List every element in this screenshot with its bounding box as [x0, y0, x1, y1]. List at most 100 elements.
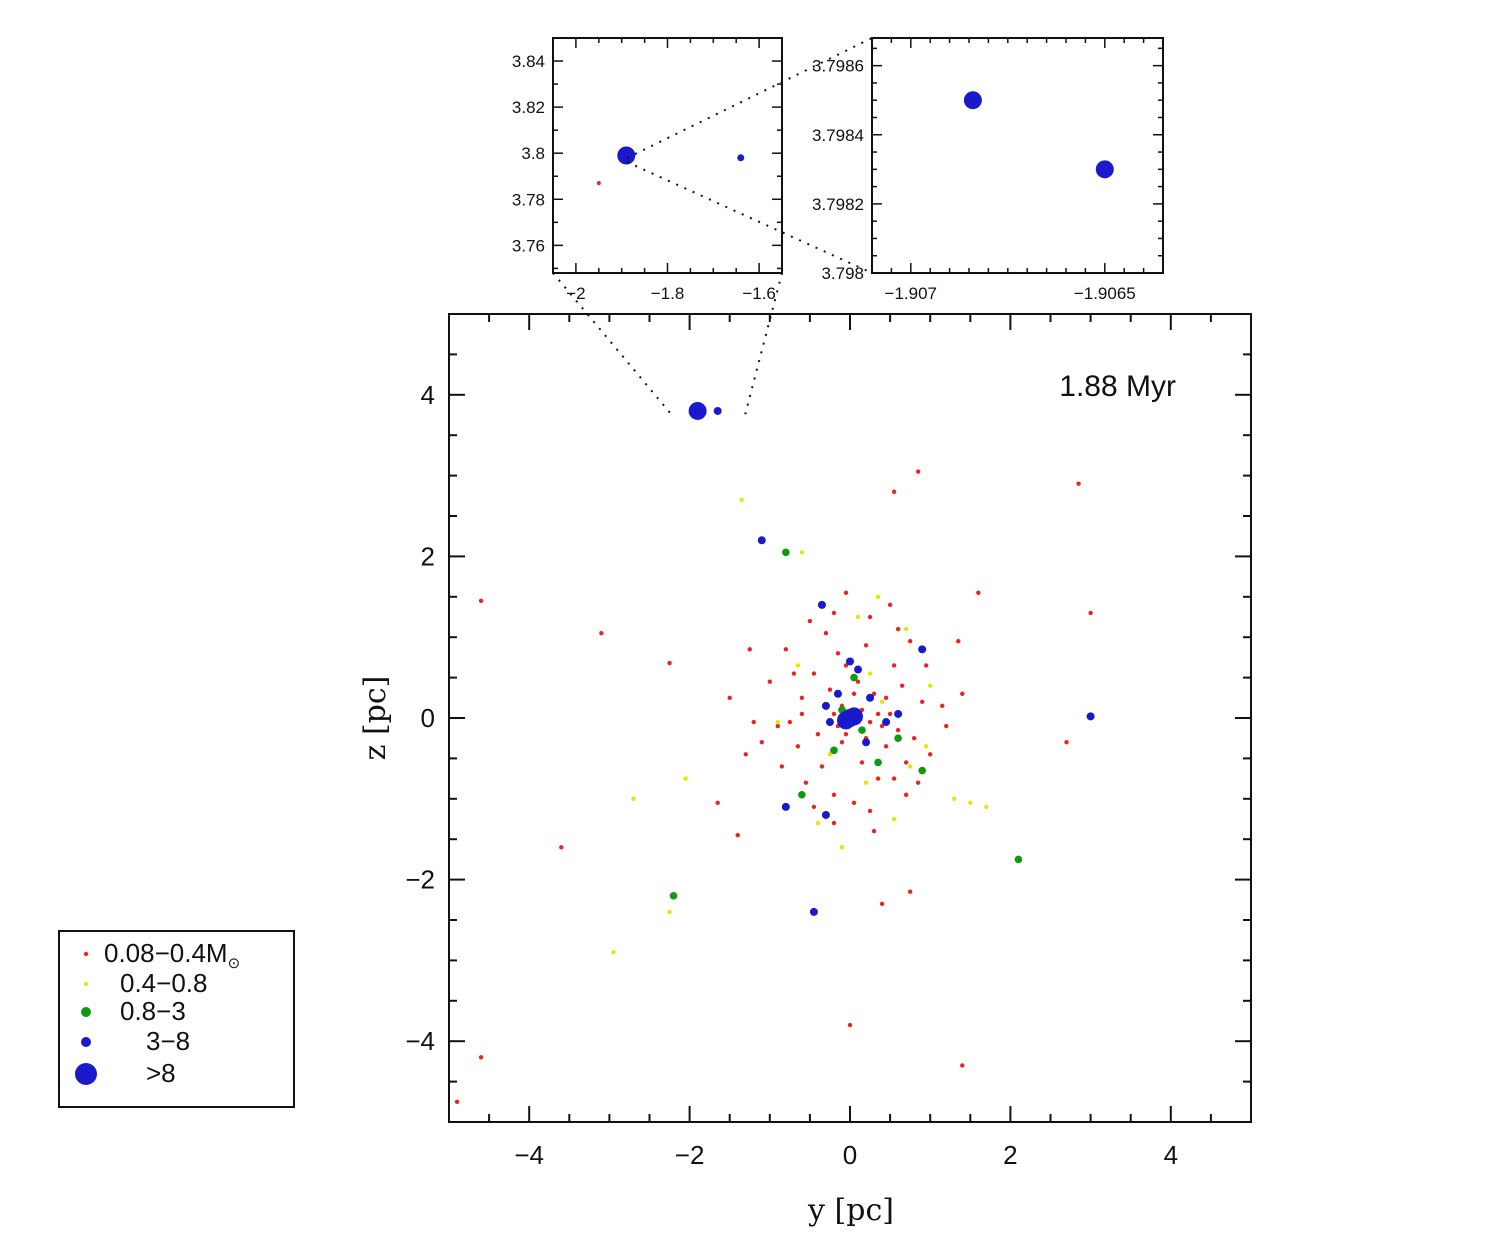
data-point [891, 816, 897, 822]
data-point [887, 711, 893, 717]
data-point [1095, 160, 1114, 179]
data-point [918, 645, 927, 654]
data-point [799, 550, 805, 555]
data-point [559, 845, 564, 850]
y-axis-title: z [pc] [358, 676, 393, 761]
data-point [1086, 712, 1095, 721]
data-point [819, 764, 825, 769]
data-point [915, 469, 921, 474]
data-point [833, 689, 842, 698]
data-point [882, 718, 891, 727]
data-point [846, 657, 854, 666]
data-point [799, 711, 805, 717]
data-point [871, 691, 877, 696]
data-point [863, 780, 869, 785]
legend: 0.08−0.4M⊙0.4−0.80.8−33−8>8 [58, 930, 295, 1108]
data-point [815, 731, 821, 737]
data-point [928, 752, 933, 757]
zoom-connectors [552, 37, 873, 420]
data-point [903, 626, 909, 632]
legend-marker [75, 1063, 97, 1085]
legend-item: 3−8 [81, 1026, 190, 1056]
data-point [871, 828, 877, 834]
data-point [1064, 740, 1069, 745]
main-data-points [454, 401, 1095, 1105]
data-point [821, 701, 830, 710]
legend-item: 0.4−0.8 [83, 968, 207, 998]
legend-label: 0.08−0.4M⊙ [104, 938, 240, 972]
data-point [875, 776, 881, 781]
data-point [688, 401, 707, 420]
data-point [596, 181, 601, 186]
data-point [815, 820, 821, 826]
x-axis-title: y [pc] [807, 1193, 894, 1228]
legend-item: 0.08−0.4M⊙ [83, 938, 240, 972]
inset-x-tick-label: −1.6 [742, 284, 776, 303]
data-point [918, 766, 926, 775]
data-point [867, 719, 873, 725]
data-point [919, 699, 925, 705]
x-tick-label: 2 [1003, 1140, 1017, 1170]
data-point [855, 614, 861, 620]
inset-y-tick-label: 3.84 [512, 52, 545, 71]
inset-y-tick-label: 3.7982 [812, 195, 864, 214]
inset-y-tick-label: 3.7986 [812, 57, 864, 76]
data-point [831, 610, 837, 616]
data-point [843, 731, 849, 737]
inset-2-data-points [963, 91, 1114, 179]
data-point [809, 907, 818, 916]
data-point [915, 780, 921, 785]
data-point [831, 820, 837, 826]
data-point [895, 626, 901, 632]
data-point [887, 602, 893, 608]
main-axis-ticks [448, 313, 1252, 1123]
data-point [795, 663, 801, 668]
data-point [867, 671, 873, 676]
data-point [923, 663, 929, 668]
inset-y-tick-label: 3.76 [512, 236, 545, 255]
y-tick-label: −2 [405, 865, 435, 895]
legend-label: >8 [146, 1058, 176, 1088]
data-point [839, 845, 845, 850]
legend-item: >8 [75, 1058, 176, 1088]
data-point [879, 901, 885, 907]
data-point [751, 719, 756, 725]
data-point [968, 800, 973, 806]
data-point [781, 802, 790, 811]
data-point [928, 683, 933, 688]
data-point [907, 639, 913, 644]
data-point [894, 734, 902, 742]
data-point [923, 744, 929, 749]
inset-y-tick-label: 3.82 [512, 98, 545, 117]
data-point [867, 808, 873, 814]
data-point [831, 711, 837, 717]
data-point [811, 804, 817, 810]
zoom-line-inset-bottom [626, 161, 873, 274]
inset-y-tick-label: 3.7984 [812, 126, 864, 145]
data-point [903, 760, 909, 765]
data-point [907, 889, 913, 894]
data-point [907, 764, 913, 769]
data-point [956, 639, 961, 644]
data-point [854, 665, 863, 674]
zoom-line-inset-top [626, 37, 873, 159]
data-point [807, 618, 813, 624]
data-point [903, 792, 909, 797]
data-point [963, 91, 982, 110]
zoom-line-main-left [552, 272, 672, 415]
inset-y-tick-label: 3.8 [521, 144, 545, 163]
data-point [863, 643, 869, 648]
inset-x-tick-label: −1.9065 [1074, 284, 1136, 303]
legend-label: 0.8−3 [120, 996, 186, 1026]
data-point [855, 679, 861, 684]
data-point [835, 651, 841, 656]
data-point [899, 683, 905, 688]
legend-label: 0.4−0.8 [120, 968, 207, 998]
data-point [817, 600, 826, 609]
data-point [478, 598, 484, 604]
data-point [669, 891, 678, 900]
legend-box [58, 930, 295, 1108]
data-point [667, 909, 672, 915]
data-point [976, 590, 981, 595]
data-point [827, 752, 833, 757]
